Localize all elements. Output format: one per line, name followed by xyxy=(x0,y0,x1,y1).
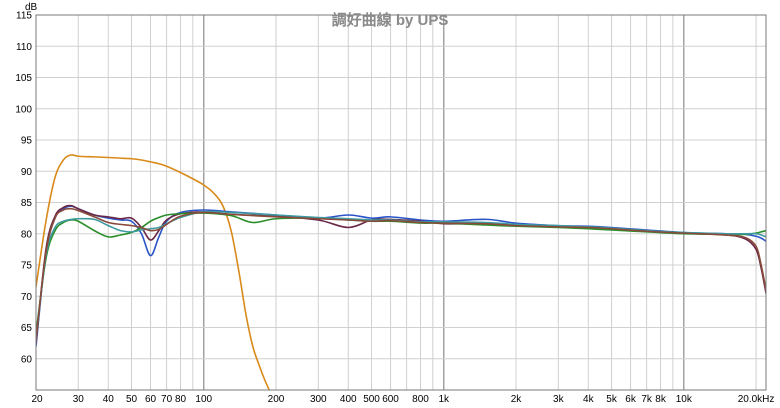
y-tick-label: 105 xyxy=(15,73,32,84)
y-tick-label: 115 xyxy=(16,11,32,22)
y-tick-label: 95 xyxy=(21,136,33,147)
y-tick-label: 75 xyxy=(21,261,33,272)
x-tick-label: 1k xyxy=(439,394,451,405)
y-tick-label: 60 xyxy=(21,354,33,365)
x-tick-labels: 20 30 40 50 60 70 80 100 200 300 400 500 600 800 1k 2k 3… xyxy=(31,394,774,405)
y-tick-label: 100 xyxy=(15,104,32,115)
y-tick-label: 80 xyxy=(21,229,33,240)
y-tick-label: 90 xyxy=(21,167,33,178)
x-tick-label: 60 xyxy=(145,394,157,405)
x-tick-label: 40 xyxy=(103,394,115,405)
chart-title: 調好曲線 by UPS xyxy=(332,11,449,29)
x-tick-label: 80 xyxy=(175,394,187,405)
plot-lines xyxy=(36,154,766,390)
x-tick-label: 500 xyxy=(363,394,380,405)
x-tick-label: 200 xyxy=(268,394,285,405)
y-unit-label: dB xyxy=(25,2,38,13)
x-tick-label: 3k xyxy=(553,394,565,405)
x-tick-label: 7k xyxy=(641,394,653,405)
x-tick-label: 70 xyxy=(161,394,173,405)
x-tick-label: 600 xyxy=(382,394,399,405)
x-tick-label: 20 xyxy=(31,394,43,405)
y-tick-label: 65 xyxy=(21,323,33,334)
x-tick-label: 800 xyxy=(412,394,429,405)
x-tick-label: 300 xyxy=(310,394,327,405)
x-tick-label: 8k xyxy=(655,394,667,405)
x-tick-label: 50 xyxy=(126,394,138,405)
x-tick-label: 100 xyxy=(195,394,212,405)
y-tick-label: 110 xyxy=(16,42,32,53)
grid xyxy=(35,14,766,390)
x-tick-label: 20.0kHz xyxy=(738,394,775,405)
x-tick-label: 6k xyxy=(625,394,637,405)
x-tick-label: 5k xyxy=(606,394,618,405)
y-tick-label: 70 xyxy=(21,292,33,303)
x-tick-label: 400 xyxy=(340,394,357,405)
series-line-1 xyxy=(36,154,271,390)
x-tick-label: 30 xyxy=(73,394,85,405)
series-line-6 xyxy=(36,207,766,341)
y-tick-label: 85 xyxy=(21,198,33,209)
x-tick-label: 2k xyxy=(511,394,523,405)
x-tick-label: 4k xyxy=(583,394,595,405)
y-tick-labels: 60 65 70 75 80 85 90 95 100 105 110 115 xyxy=(15,11,32,366)
x-tick-label: 10k xyxy=(676,394,693,405)
plot-frame xyxy=(35,14,767,391)
